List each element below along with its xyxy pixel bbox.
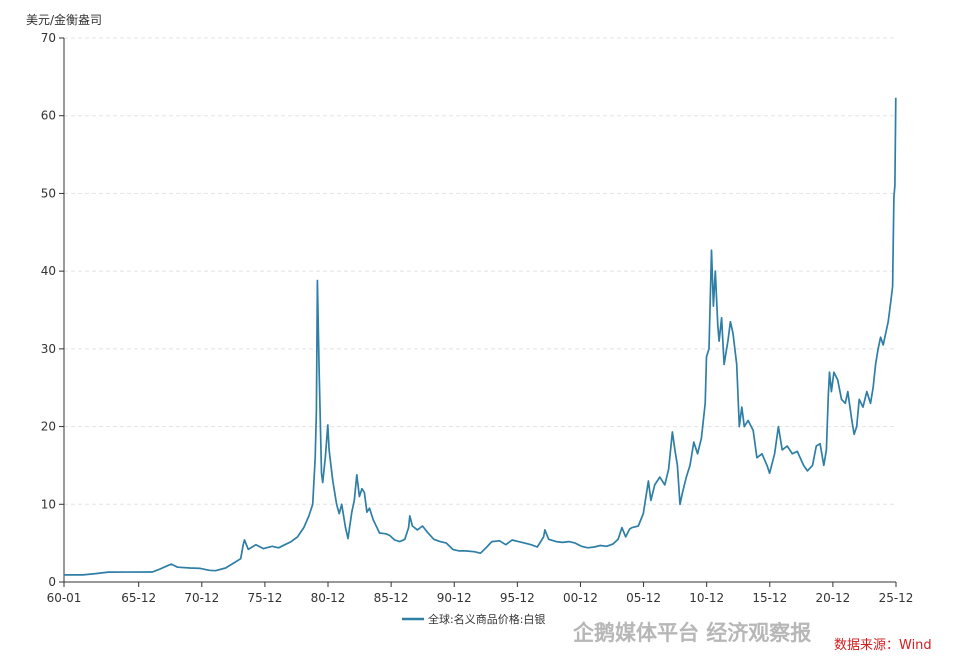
x-tick-label: 95-12 bbox=[500, 591, 535, 605]
axes bbox=[63, 38, 896, 583]
x-tick-label: 60-01 bbox=[47, 591, 82, 605]
x-tick-label: 70-12 bbox=[184, 591, 219, 605]
y-tick-label: 10 bbox=[41, 497, 56, 511]
source-note: 数据来源：Wind bbox=[834, 638, 932, 653]
x-tick-label: 85-12 bbox=[374, 591, 409, 605]
x-tick-label: 10-12 bbox=[689, 591, 724, 605]
x-tick-label: 65-12 bbox=[121, 591, 156, 605]
y-tick-label: 0 bbox=[48, 575, 56, 589]
x-tick-label: 05-12 bbox=[626, 591, 661, 605]
grid-lines bbox=[64, 37, 896, 505]
x-tick-label: 15-12 bbox=[752, 591, 787, 605]
x-tick-label: 80-12 bbox=[311, 591, 346, 605]
legend[interactable]: 全球:名义商品价格:白银 bbox=[402, 612, 545, 626]
x-tick-label: 25-12 bbox=[879, 591, 914, 605]
y-axis-ticks: 0 10 20 30 40 50 60 70 bbox=[41, 31, 64, 589]
y-tick-label: 30 bbox=[41, 342, 56, 356]
y-tick-label: 60 bbox=[41, 109, 56, 123]
x-tick-label: 00-12 bbox=[563, 591, 598, 605]
y-tick-label: 40 bbox=[41, 264, 56, 278]
y-tick-label: 50 bbox=[41, 186, 56, 200]
x-tick-label: 75-12 bbox=[247, 591, 282, 605]
y-axis-unit-label: 美元/金衡盎司 bbox=[26, 12, 102, 27]
x-tick-label: 90-12 bbox=[437, 591, 472, 605]
x-tick-label: 20-12 bbox=[815, 591, 850, 605]
series-layer bbox=[64, 97, 897, 576]
watermark-text: 企鹅媒体平台 经济观察报 bbox=[572, 621, 811, 645]
series-line-silver-price[interactable] bbox=[64, 97, 897, 576]
y-tick-label: 70 bbox=[41, 31, 56, 45]
x-axis-ticks: 60-01 65-12 70-12 75-12 80-12 85-12 90-12 95-12… bbox=[47, 582, 914, 605]
y-tick-label: 20 bbox=[41, 420, 56, 434]
legend-label: 全球:名义商品价格:白银 bbox=[428, 612, 545, 626]
